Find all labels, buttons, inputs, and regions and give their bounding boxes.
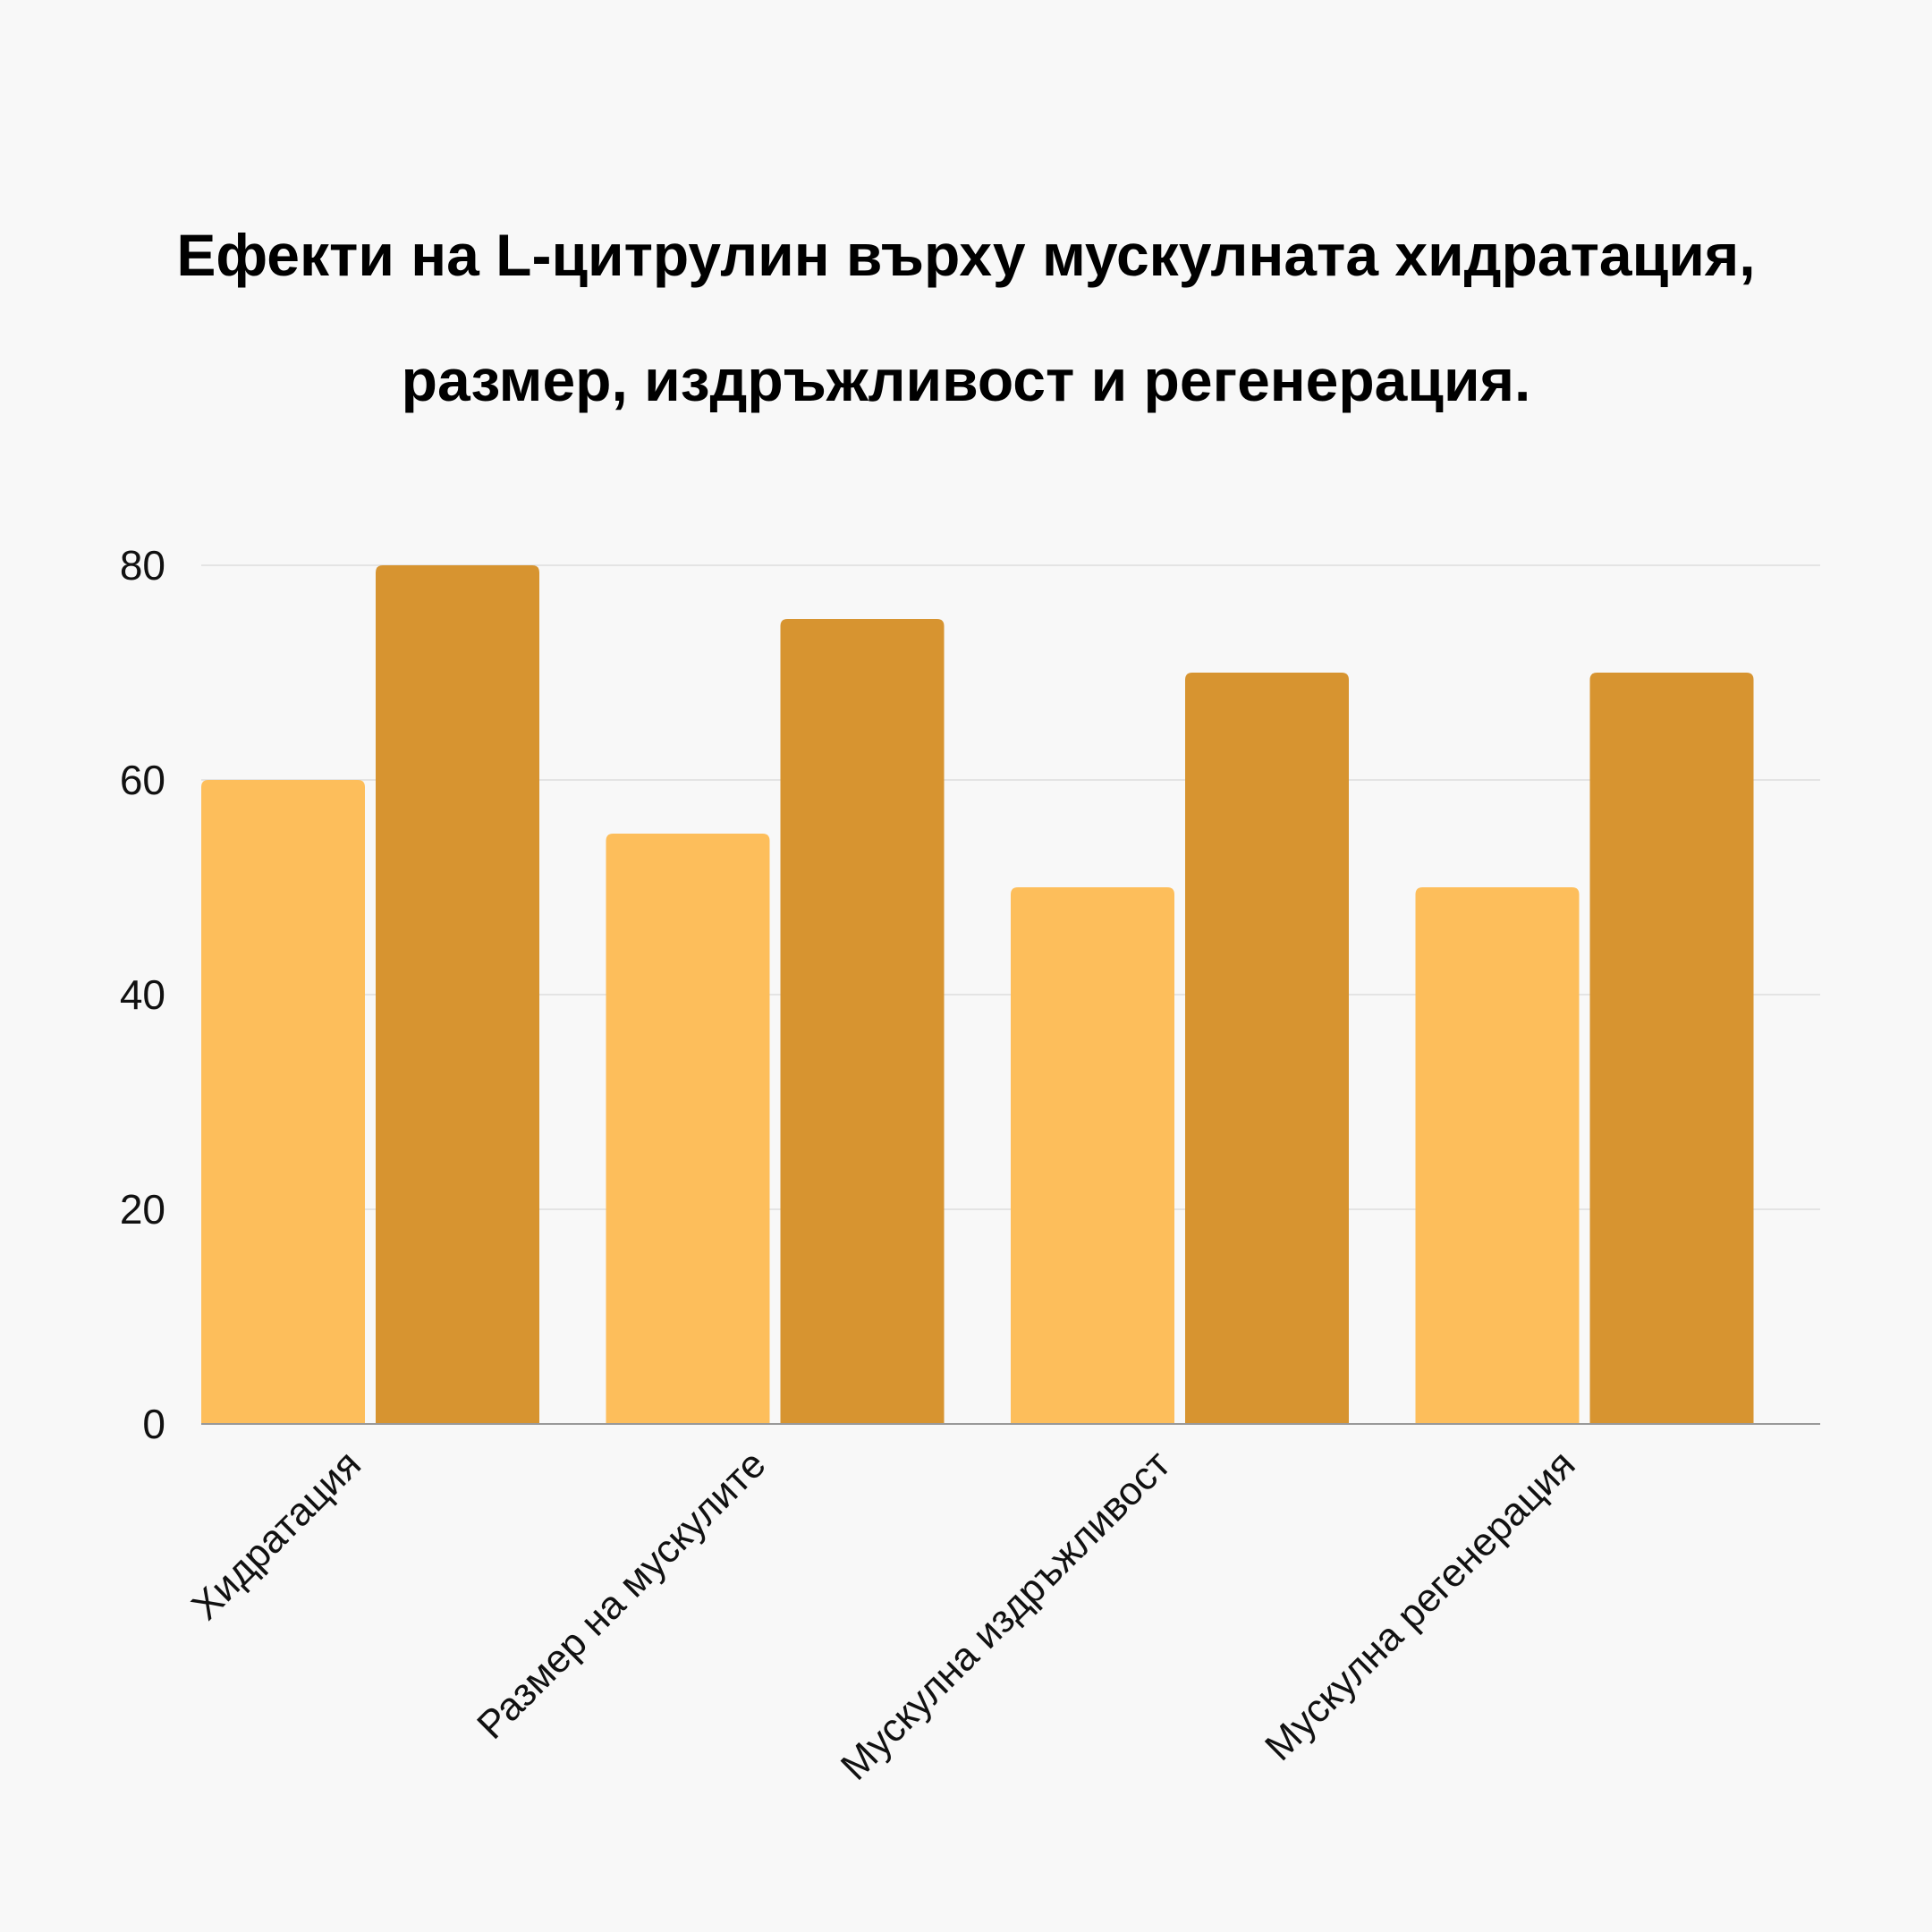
bar-series1-1 <box>201 780 365 1424</box>
y-tick-label-0: 0 <box>142 1401 165 1447</box>
x-tick-label-4: Мускулна регенерация <box>1257 1442 1584 1769</box>
bar-series2-3 <box>1185 673 1349 1424</box>
bar-series2-1 <box>376 565 539 1424</box>
x-tick-label-2: Размер на мускулите <box>469 1442 774 1747</box>
chart-title: Ефекти на L-цитрулин върху мускулната хи… <box>0 192 1932 443</box>
y-tick-label-40: 40 <box>120 971 165 1018</box>
x-tick-label-1: Хидратация <box>183 1442 369 1628</box>
y-tick-label-20: 20 <box>120 1186 165 1233</box>
bar-series2-4 <box>1589 673 1754 1424</box>
chart-title-line-2: размер, издръжливост и регенерация. <box>401 347 1531 413</box>
bars <box>201 565 1754 1424</box>
y-tick-label-80: 80 <box>120 542 165 589</box>
bar-series1-3 <box>1011 887 1174 1424</box>
x-tick-label-3: Мускулна издръжливост <box>833 1442 1179 1788</box>
bar-series1-4 <box>1415 887 1580 1424</box>
y-tick-label-60: 60 <box>120 757 165 803</box>
chart-title-line-1: Ефекти на L-цитрулин върху мускулната хи… <box>176 222 1756 288</box>
bar-series2-2 <box>780 619 945 1424</box>
bar-series1-2 <box>606 834 770 1424</box>
